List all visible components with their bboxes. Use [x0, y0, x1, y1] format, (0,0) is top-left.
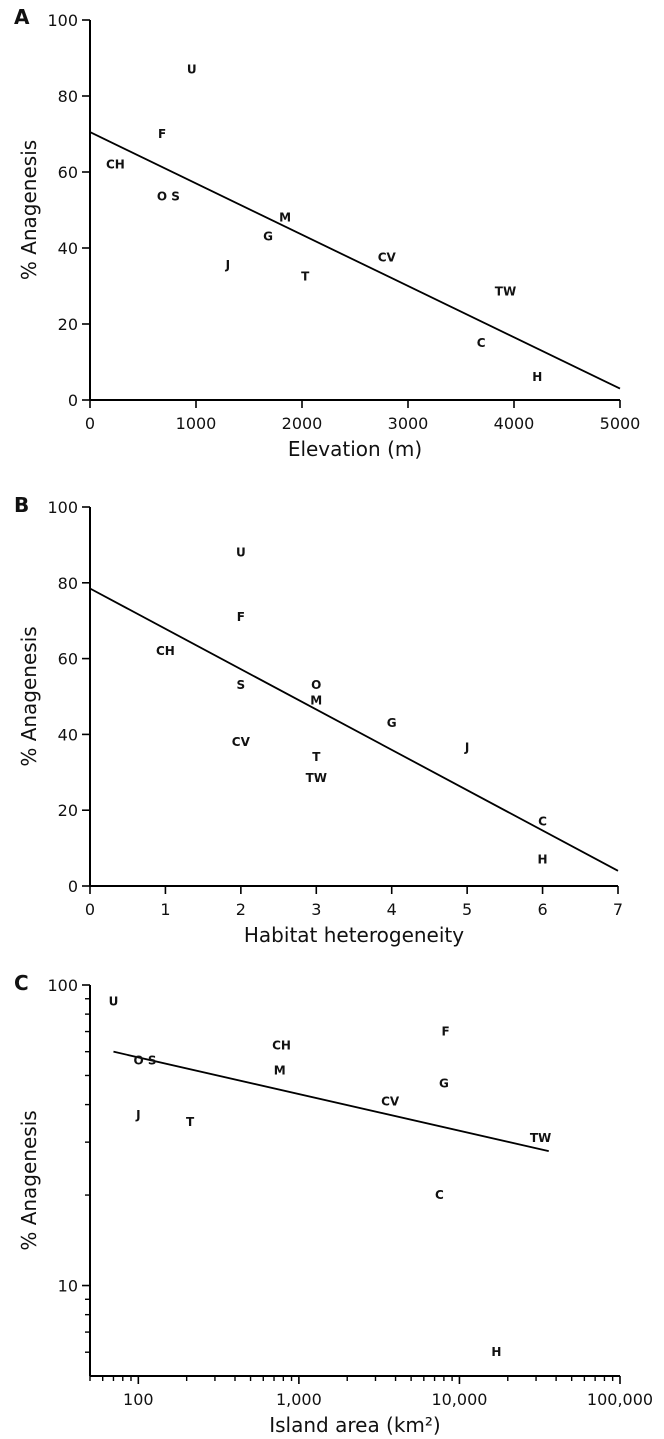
panel-b-y-tick-label: 60 [58, 650, 78, 669]
panel-b-letter: B [14, 493, 29, 517]
panel-b-point-f: F [237, 610, 245, 624]
panel-b-x-tick-label: 1 [160, 900, 170, 919]
panel-a-x-tick-label: 3000 [388, 414, 429, 433]
panel-c-point-t: T [186, 1115, 195, 1129]
panel-a-x-axis-title: Elevation (m) [288, 437, 422, 461]
panel-a-letter: A [14, 5, 30, 29]
panel-c-point-g: G [439, 1077, 449, 1091]
panel-a-point-t: T [301, 270, 310, 284]
panel-a-x-tick-label: 4000 [494, 414, 535, 433]
panel-a-y-tick-label: 60 [58, 163, 78, 182]
panel-a-point-f: F [158, 127, 166, 141]
panel-b-point-j: J [464, 741, 469, 755]
panel-b-y-tick-label: 100 [47, 498, 78, 517]
panel-b-point-g: G [387, 716, 397, 730]
panel-b-x-tick-label: 7 [613, 900, 623, 919]
panel-c-point-ch: CH [272, 1038, 291, 1052]
panel-b-y-tick-label: 0 [68, 877, 78, 896]
panel-b-point-m: M [310, 693, 322, 707]
panel-a-point-m: M [279, 211, 291, 225]
panel-b-x-tick-label: 4 [387, 900, 397, 919]
panel-c-point-h: H [491, 1345, 501, 1359]
panel-b-point-ch: CH [156, 644, 175, 658]
panel-c-point-u: U [109, 995, 119, 1009]
panel-c-x-tick-label: 100,000 [587, 1390, 653, 1409]
panel-b-y-axis-title: % Anagenesis [17, 626, 41, 766]
panel-b-point-c: C [538, 815, 547, 829]
panel-a-y-tick-label: 0 [68, 391, 78, 410]
panel-b-x-axis-title: Habitat heterogeneity [244, 923, 464, 947]
panel-c-point-tw: TW [530, 1131, 551, 1145]
panel-b-x-tick-label: 3 [311, 900, 321, 919]
panel-a-point-c: C [477, 336, 486, 350]
panel-a-y-tick-label: 80 [58, 87, 78, 106]
panel-c-point-f: F [442, 1025, 450, 1039]
panel-a-point-h: H [532, 370, 542, 384]
panel-c-point-j: J [135, 1108, 140, 1122]
panel-b-point-tw: TW [306, 771, 327, 785]
panel-a-x-tick-label: 5000 [600, 414, 641, 433]
panel-c-x-tick-label: 1,000 [276, 1390, 322, 1409]
panel-b-point-t: T [312, 750, 321, 764]
panel-b-point-h: H [538, 852, 548, 866]
panel-a-y-tick-label: 20 [58, 315, 78, 334]
panel-c-point-m: M [274, 1063, 286, 1077]
panel-c-point-c: C [435, 1188, 444, 1202]
panel-b-point-cv: CV [232, 735, 251, 749]
panel-c-trend-line [113, 1050, 549, 1153]
panel-a-x-tick-label: 1000 [176, 414, 217, 433]
panel-a-y-axis-title: % Anagenesis [17, 140, 41, 280]
panel-b-y-tick-label: 40 [58, 725, 78, 744]
panel-c-point-cv: CV [381, 1094, 400, 1108]
panel-b-x-tick-label: 0 [85, 900, 95, 919]
panel-c-y-tick-label: 100 [47, 976, 78, 995]
panel-a-point-u: U [187, 62, 197, 76]
panel-c-x-tick-label: 100 [123, 1390, 154, 1409]
panel-b-x-tick-label: 2 [236, 900, 246, 919]
panel-c-x-axis-title: Island area (km²) [269, 1413, 441, 1437]
panel-a-y-tick-label: 100 [47, 11, 78, 30]
panel-b-y-tick-label: 80 [58, 574, 78, 593]
panel-b-point-u: U [236, 545, 246, 559]
panel-a-point-g: G [263, 230, 273, 244]
panel-b-trend-line [89, 587, 619, 872]
panel-c-x-tick-label: 10,000 [431, 1390, 487, 1409]
panel-a-point-ch: CH [106, 157, 125, 171]
panel-b-point-o: O [311, 678, 321, 692]
panel-b-x-tick-label: 6 [537, 900, 547, 919]
panel-a-trend-line [89, 131, 621, 390]
panel-a-point-tw: TW [495, 285, 516, 299]
panel-c-letter: C [14, 971, 29, 995]
panel-c-point-o-s: O S [133, 1054, 156, 1068]
panel-b-point-s: S [237, 678, 246, 692]
panel-a-point-j: J [225, 258, 230, 272]
panel-a-x-tick-label: 0 [85, 414, 95, 433]
panel-a-point-o-s: O S [157, 190, 180, 204]
panel-a-point-cv: CV [378, 251, 397, 265]
panel-b-y-tick-label: 20 [58, 801, 78, 820]
panel-a-x-tick-label: 2000 [282, 414, 323, 433]
panel-b-x-tick-label: 5 [462, 900, 472, 919]
panel-a-y-tick-label: 40 [58, 239, 78, 258]
panel-c-y-axis-title: % Anagenesis [17, 1110, 41, 1250]
panel-c-y-tick-label: 10 [58, 1277, 78, 1296]
